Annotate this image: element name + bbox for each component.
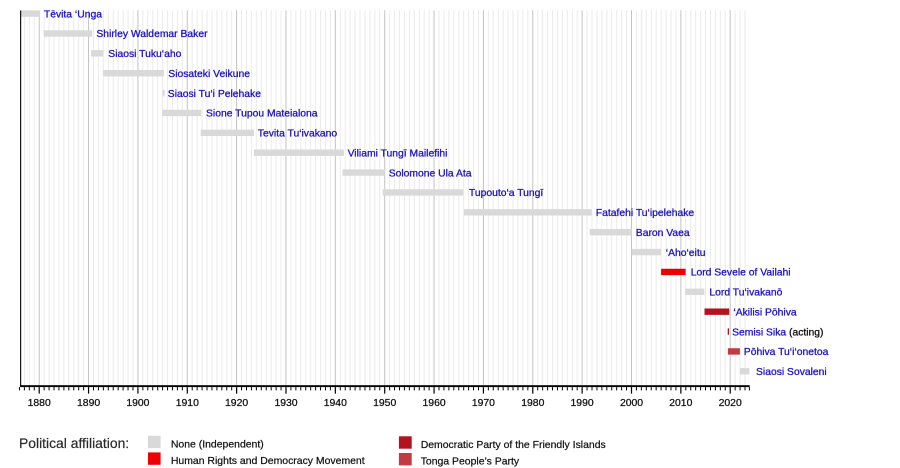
svg-text:Tevita Tu‘ivakano: Tevita Tu‘ivakano xyxy=(258,129,338,140)
svg-text:1890: 1890 xyxy=(77,398,100,409)
svg-text:Viliami Tungī Mailefihi: Viliami Tungī Mailefihi xyxy=(348,148,448,159)
svg-text:1960: 1960 xyxy=(423,398,446,409)
svg-text:Tupouto‘a Tungī: Tupouto‘a Tungī xyxy=(469,188,544,199)
svg-text:1920: 1920 xyxy=(225,398,248,409)
svg-text:Siaosi Sovaleni: Siaosi Sovaleni xyxy=(756,367,827,378)
svg-text:Political affiliation:: Political affiliation: xyxy=(19,435,129,451)
svg-text:1970: 1970 xyxy=(472,398,495,409)
svg-text:1940: 1940 xyxy=(324,398,347,409)
svg-text:Democratic Party of the Friend: Democratic Party of the Friendly Islands xyxy=(421,440,606,451)
svg-text:Siosateki Veikune: Siosateki Veikune xyxy=(168,69,250,80)
svg-text:Sione Tupou Mateialona: Sione Tupou Mateialona xyxy=(206,109,318,120)
svg-text:1950: 1950 xyxy=(373,398,396,409)
svg-text:Fatafehi Tu‘ipelehake: Fatafehi Tu‘ipelehake xyxy=(596,208,695,219)
svg-text:2000: 2000 xyxy=(620,398,643,409)
svg-text:Siaosi Tu‘i Pelehake: Siaosi Tu‘i Pelehake xyxy=(168,89,261,100)
svg-text:Baron Vaea: Baron Vaea xyxy=(636,228,690,239)
svg-text:‘Akilisi Pōhiva: ‘Akilisi Pōhiva xyxy=(733,307,796,318)
svg-text:2020: 2020 xyxy=(719,398,742,409)
svg-text:2010: 2010 xyxy=(669,398,692,409)
svg-text:1900: 1900 xyxy=(126,398,149,409)
svg-text:1980: 1980 xyxy=(521,398,544,409)
svg-text:Lord Tu‘ivakanō: Lord Tu‘ivakanō xyxy=(709,288,782,299)
svg-text:1930: 1930 xyxy=(274,398,297,409)
svg-text:1910: 1910 xyxy=(176,398,199,409)
svg-text:1990: 1990 xyxy=(571,398,594,409)
svg-text:1880: 1880 xyxy=(28,398,51,409)
svg-text:Human Rights and Democracy Mov: Human Rights and Democracy Movement xyxy=(171,456,365,467)
svg-text:Semisi Sika (acting): Semisi Sika (acting) xyxy=(732,327,823,338)
svg-text:Lord Sevele of Vailahi: Lord Sevele of Vailahi xyxy=(691,268,791,279)
svg-text:Tonga People’s Party: Tonga People’s Party xyxy=(421,457,520,468)
svg-text:Solomone Ula Ata: Solomone Ula Ata xyxy=(389,168,472,179)
svg-text:Siaosi Tuku‘aho: Siaosi Tuku‘aho xyxy=(108,49,181,60)
svg-text:None (Independent): None (Independent) xyxy=(171,439,264,450)
svg-text:Shirley Waldemar Baker: Shirley Waldemar Baker xyxy=(96,29,208,40)
svg-text:Tēvita ‘Unga: Tēvita ‘Unga xyxy=(44,9,102,20)
svg-text:Pōhiva Tu‘i‘onetoa: Pōhiva Tu‘i‘onetoa xyxy=(744,347,829,358)
svg-text:‘Aho‘eitu: ‘Aho‘eitu xyxy=(666,248,706,259)
